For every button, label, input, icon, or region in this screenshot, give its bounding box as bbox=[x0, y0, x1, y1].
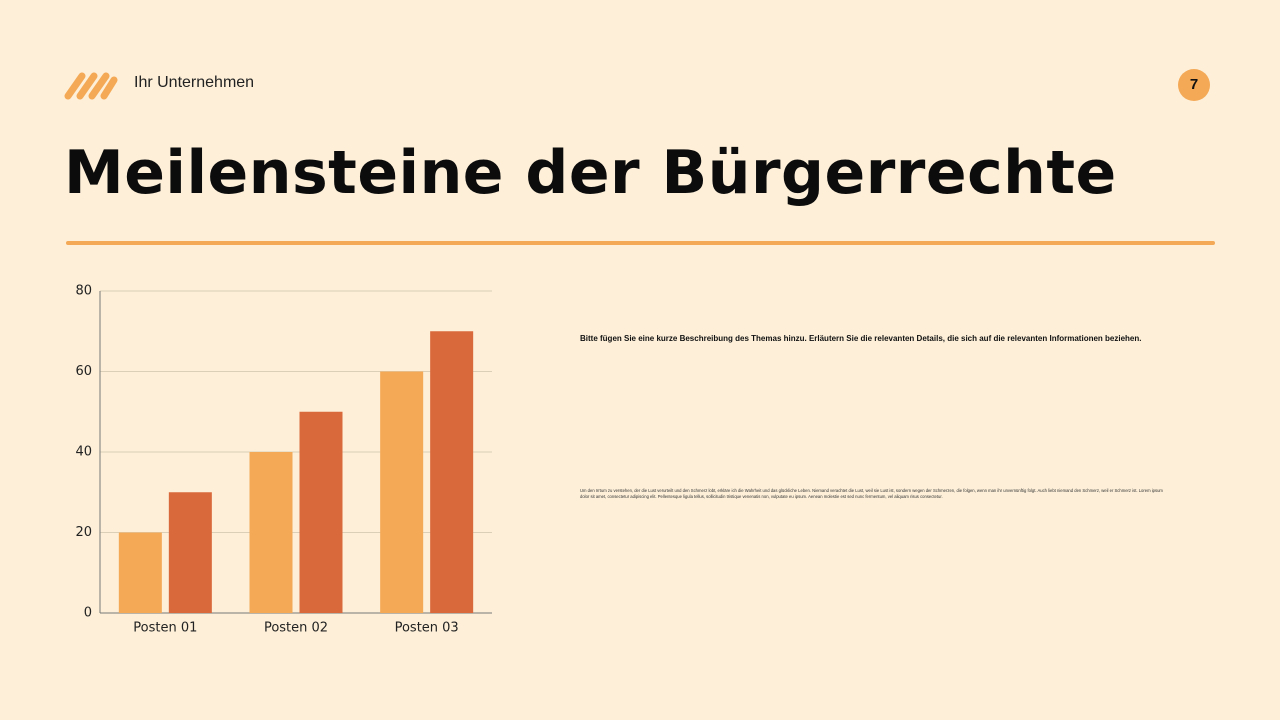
body-text: Um den Irrtum zu verstehen, der die Lust… bbox=[580, 488, 1163, 499]
x-tick-label: Posten 01 bbox=[133, 621, 197, 636]
chart: 0 20 40 60 80 Posten 01 Posten 02 Posten 03 bbox=[75, 284, 492, 636]
y-tick-label: 40 bbox=[75, 445, 92, 460]
page-number: 7 bbox=[1178, 69, 1210, 101]
divider bbox=[66, 241, 1215, 245]
y-tick-label: 20 bbox=[75, 525, 92, 540]
company-name: Ihr Unternehmen bbox=[134, 74, 255, 91]
logo bbox=[64, 72, 118, 100]
bar bbox=[380, 371, 424, 613]
bar bbox=[249, 452, 293, 613]
x-tick-label: Posten 02 bbox=[264, 621, 328, 636]
bar bbox=[168, 492, 212, 613]
bar bbox=[430, 331, 474, 613]
summary-text: Bitte fügen Sie eine kurze Beschreibung … bbox=[580, 334, 1142, 343]
slide-title: Meilensteine der Bürgerrechte bbox=[64, 138, 1117, 208]
bar bbox=[118, 532, 162, 613]
y-tick-label: 80 bbox=[75, 284, 92, 299]
y-tick-label: 0 bbox=[84, 606, 92, 621]
x-tick-label: Posten 03 bbox=[395, 621, 459, 636]
y-tick-label: 60 bbox=[75, 364, 92, 379]
bar bbox=[299, 411, 343, 613]
